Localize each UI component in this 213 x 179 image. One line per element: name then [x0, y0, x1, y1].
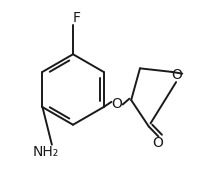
Text: O: O	[112, 97, 122, 111]
Text: O: O	[171, 68, 182, 82]
Text: O: O	[152, 136, 163, 150]
Text: NH₂: NH₂	[33, 145, 59, 159]
Text: F: F	[73, 11, 81, 25]
